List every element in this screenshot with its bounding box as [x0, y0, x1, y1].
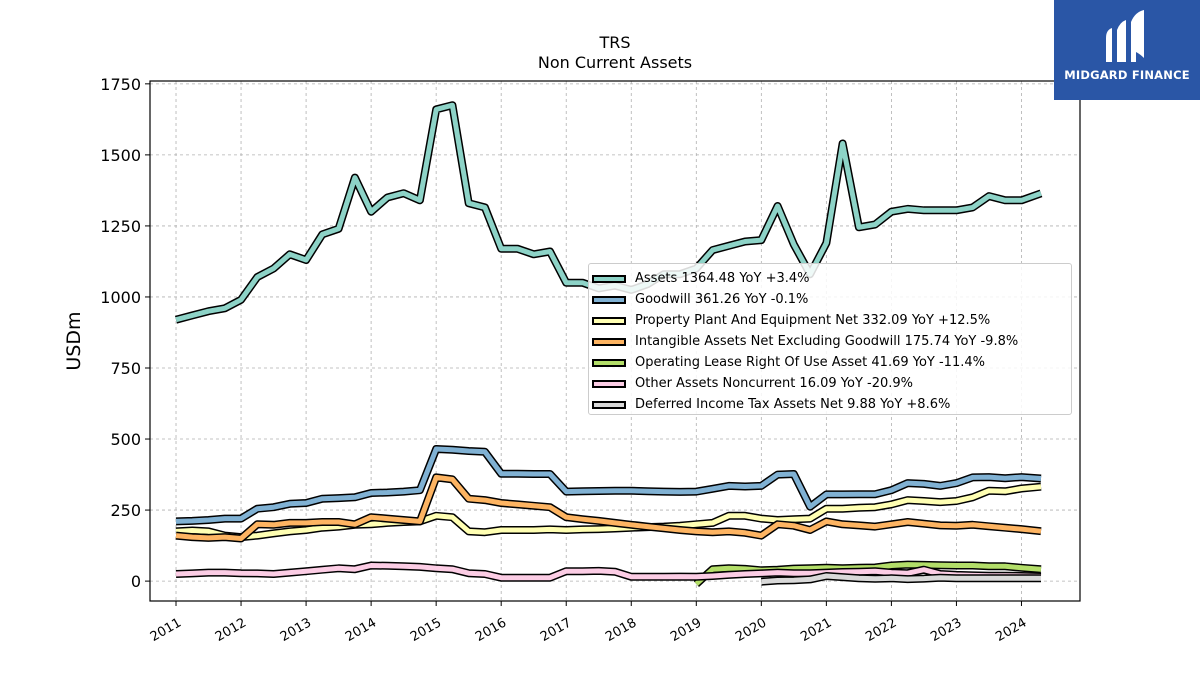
y-tick-label: 1250: [100, 217, 141, 236]
y-tick-label: 250: [110, 501, 141, 520]
legend-swatch: [592, 379, 626, 388]
x-tick-label: 2014: [343, 615, 379, 645]
legend-swatch: [592, 358, 626, 367]
chart-legend: Assets 1364.48 YoY +3.4% Goodwill 361.26 …: [588, 263, 1072, 415]
midgard-finance-logo: MIDGARD FINANCE: [1054, 0, 1200, 100]
y-tick-label: 0: [131, 572, 141, 591]
legend-label: Operating Lease Right Of Use Asset 41.69…: [635, 355, 985, 370]
x-tick-label: 2021: [798, 615, 834, 645]
legend-item: Assets 1364.48 YoY +3.4%: [589, 268, 1071, 289]
legend-swatch: [592, 337, 626, 346]
x-tick-label: 2019: [668, 615, 704, 645]
legend-label: Goodwill 361.26 YoY -0.1%: [635, 292, 809, 307]
legend-swatch: [592, 295, 626, 304]
legend-label: Intangible Assets Net Excluding Goodwill…: [635, 334, 1019, 349]
series-line-2: [175, 484, 1042, 540]
legend-item: Deferred Income Tax Assets Net 9.88 YoY …: [589, 394, 1071, 415]
x-tick-label: 2022: [863, 615, 899, 645]
y-tick-label: 1750: [100, 75, 141, 94]
y-axis-label: USDm: [63, 311, 85, 370]
x-tick-label: 2015: [408, 615, 444, 645]
legend-item: Intangible Assets Net Excluding Goodwill…: [589, 331, 1071, 352]
x-tick-label: 2023: [928, 615, 964, 645]
y-tick-label: 1000: [100, 288, 141, 307]
series-line-5: [175, 563, 1042, 581]
brand-name: MIDGARD FINANCE: [1064, 68, 1190, 82]
x-tick-label: 2013: [278, 615, 314, 645]
x-tick-label: 2012: [213, 615, 249, 645]
series-line-1: [175, 446, 1042, 524]
x-tick-label: 2016: [473, 615, 509, 645]
legend-item: Other Assets Noncurrent 16.09 YoY -20.9%: [589, 373, 1071, 394]
legend-swatch: [592, 316, 626, 325]
legend-item: Goodwill 361.26 YoY -0.1%: [589, 289, 1071, 310]
legend-label: Assets 1364.48 YoY +3.4%: [635, 271, 810, 286]
y-tick-label: 750: [110, 359, 141, 378]
plot-frame: [149, 80, 1081, 602]
legend-label: Other Assets Noncurrent 16.09 YoY -20.9%: [635, 376, 914, 391]
legend-item: Operating Lease Right Of Use Asset 41.69…: [589, 352, 1071, 373]
y-tick-label: 500: [110, 430, 141, 449]
x-tick-label: 2017: [538, 615, 574, 645]
x-tick-label: 2018: [603, 615, 639, 645]
series-line-6: [761, 573, 1041, 585]
legend-swatch: [592, 400, 626, 409]
legend-swatch: [592, 274, 626, 283]
legend-label: Deferred Income Tax Assets Net 9.88 YoY …: [635, 397, 951, 412]
y-tick-label: 1500: [100, 146, 141, 165]
legend-label: Property Plant And Equipment Net 332.09 …: [635, 313, 991, 328]
midgard-logo-mark-icon: [1106, 10, 1144, 62]
legend-item: Property Plant And Equipment Net 332.09 …: [589, 310, 1071, 331]
series-line-3: [175, 474, 1042, 541]
x-tick-label: 2020: [733, 615, 769, 645]
x-tick-label: 2024: [993, 615, 1029, 645]
chart-title: TRS: [598, 33, 630, 52]
chart-subtitle: Non Current Assets: [538, 53, 692, 72]
x-tick-label: 2011: [148, 615, 184, 645]
